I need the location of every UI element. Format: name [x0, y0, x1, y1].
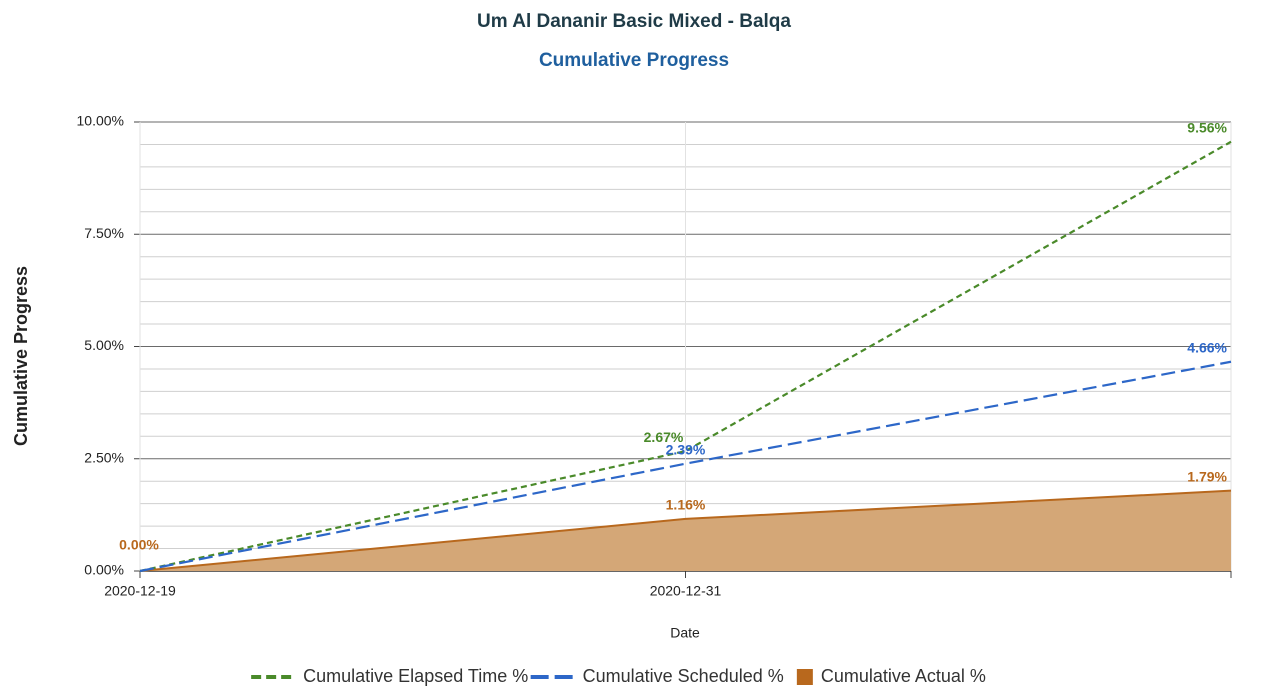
x-tick-label: 2020-12-19	[104, 583, 176, 599]
x-axis-label: Date	[670, 625, 700, 641]
legend-label: Cumulative Elapsed Time %	[303, 666, 528, 686]
data-label: 9.56%	[1187, 119, 1227, 135]
chart-title: Um Al Dananir Basic Mixed - Balqa	[477, 11, 791, 32]
area-line	[139, 489, 1232, 572]
legend-label: Cumulative Scheduled %	[583, 666, 784, 686]
data-label: 4.66%	[1187, 339, 1227, 355]
line	[139, 360, 1232, 573]
data-label: 2.39%	[666, 441, 706, 457]
y-tick-label: 7.50%	[84, 225, 124, 241]
y-tick-label: 5.00%	[84, 337, 124, 353]
y-tick-label: 10.00%	[77, 113, 124, 129]
data-label: 1.79%	[1187, 468, 1227, 484]
legend: Cumulative Elapsed Time % Cumulative Sche…	[251, 666, 986, 686]
data-label: 2.67%	[644, 429, 684, 445]
legend-swatch	[796, 669, 813, 685]
legend-label: Cumulative Actual %	[821, 666, 986, 686]
y-tick-label: 0.00%	[84, 562, 124, 578]
y-axis-label: Cumulative Progress	[11, 266, 31, 446]
chart-subtitle: Cumulative Progress	[539, 50, 729, 71]
data-label: 1.16%	[666, 497, 706, 513]
y-tick-label: 2.50%	[84, 449, 124, 465]
area	[140, 490, 1231, 571]
x-tick-label: 2020-12-31	[650, 583, 722, 599]
data-label: 0.00%	[119, 537, 159, 553]
